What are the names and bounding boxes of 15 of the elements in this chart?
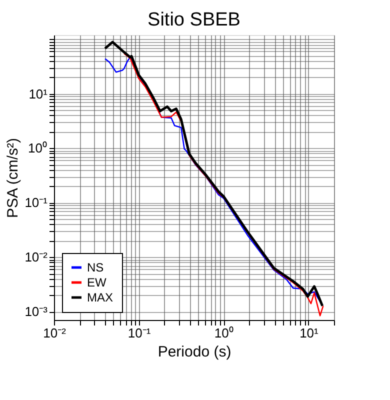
y-axis-title: PSA (cm/s²)	[4, 138, 22, 218]
y-tick-label: 10¹	[28, 86, 48, 102]
legend-label: NS	[87, 260, 104, 274]
legend-label: EW	[87, 276, 108, 290]
chart-title: Sitio SBEB	[148, 9, 240, 30]
y-tick-label: 10⁻³	[24, 304, 48, 320]
x-axis-title: Periodo (s)	[158, 344, 232, 360]
x-tick-label: 10⁰	[214, 326, 234, 340]
x-tick-label: 10⁻¹	[128, 326, 152, 340]
y-tick-label: 10⁻¹	[24, 195, 48, 210]
y-tick-label: 10⁰	[28, 140, 48, 156]
x-tick-label: 10¹	[300, 326, 320, 340]
legend-label: MAX	[87, 290, 114, 304]
y-tick-label: 10⁻²	[24, 250, 48, 265]
x-tick-label: 10⁻²	[43, 326, 67, 340]
